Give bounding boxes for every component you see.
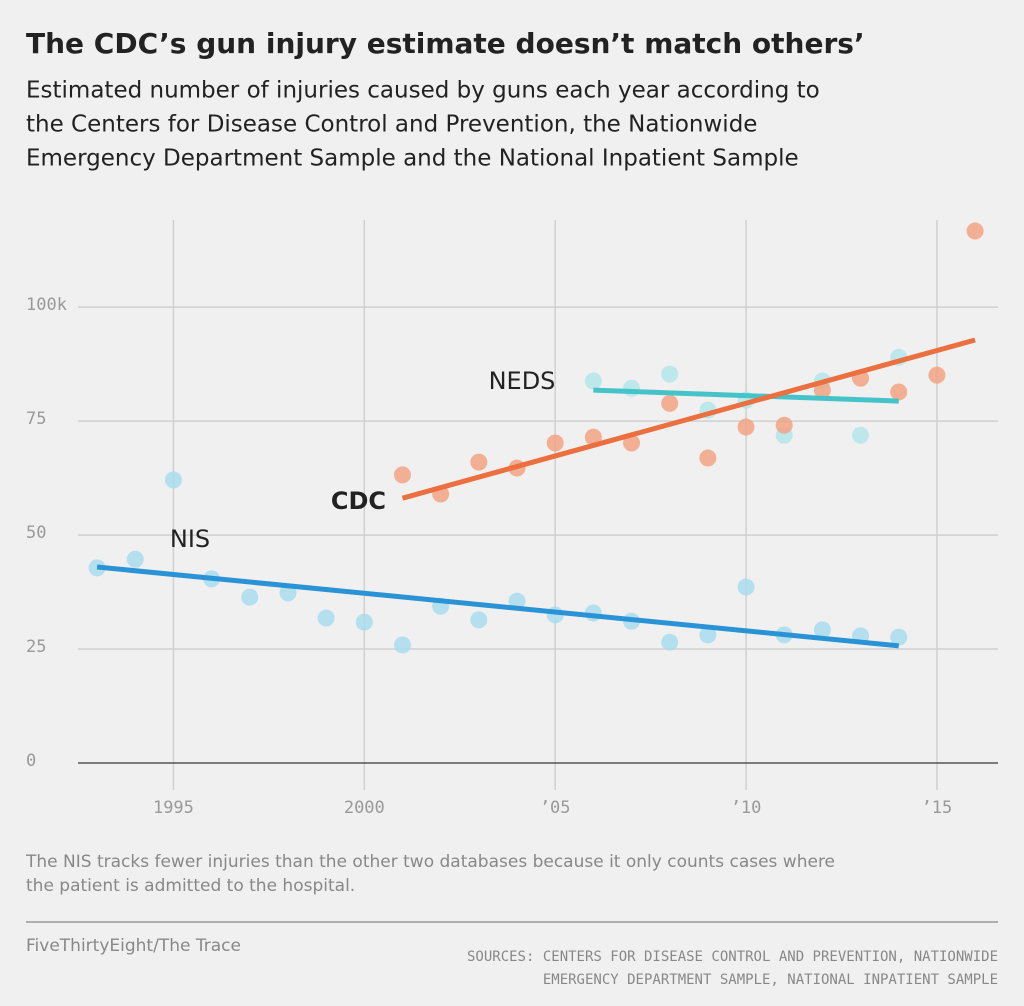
note: The NIS tracks fewer injuries than the o… <box>25 852 835 872</box>
data-point <box>661 394 679 412</box>
data-point <box>623 379 641 397</box>
data-point <box>890 628 908 646</box>
x-tick-label: 2000 <box>344 798 385 818</box>
data-point <box>623 434 641 452</box>
data-point <box>470 453 488 471</box>
data-point <box>852 426 870 444</box>
data-point <box>737 578 755 596</box>
note: the patient is admitted to the hospital. <box>26 876 355 896</box>
data-point <box>737 418 755 436</box>
data-point <box>546 434 564 452</box>
data-point <box>470 611 488 629</box>
series-label: NIS <box>170 525 210 553</box>
sources: SOURCES: CENTERS FOR DISEASE CONTROL AND… <box>467 949 998 965</box>
data-point <box>584 428 602 446</box>
series-label: NEDS <box>489 367 556 395</box>
data-point <box>890 383 908 401</box>
data-point <box>775 416 793 434</box>
chart-title: The CDC’s gun injury estimate doesn’t ma… <box>26 27 865 60</box>
data-point <box>813 621 831 639</box>
series-label: CDC <box>331 487 386 515</box>
subtitle: Estimated number of injuries caused by g… <box>26 78 820 104</box>
credit: FiveThirtyEight/The Trace <box>26 936 241 956</box>
data-point <box>699 449 717 467</box>
data-point <box>928 366 946 384</box>
data-point <box>126 550 144 568</box>
y-tick-label: 25 <box>26 637 46 657</box>
x-tick-label: 1995 <box>153 798 194 818</box>
subtitle: Emergency Department Sample and the Nati… <box>26 146 799 172</box>
data-point <box>584 372 602 390</box>
data-point <box>279 584 297 602</box>
y-tick-label: 100k <box>26 295 67 315</box>
data-point <box>241 588 259 606</box>
data-point <box>393 636 411 654</box>
data-point <box>699 626 717 644</box>
sources: EMERGENCY DEPARTMENT SAMPLE, NATIONAL IN… <box>543 972 998 988</box>
y-tick-label: 75 <box>26 409 46 429</box>
data-point <box>317 609 335 627</box>
y-tick-label: 0 <box>26 751 36 771</box>
trend-line <box>401 337 976 501</box>
data-point <box>661 633 679 651</box>
data-point <box>661 365 679 383</box>
trend-line <box>96 564 899 649</box>
x-tick-label: ’10 <box>731 798 762 818</box>
data-point <box>164 471 182 489</box>
data-point <box>355 613 373 631</box>
data-point <box>393 466 411 484</box>
y-tick-label: 50 <box>26 523 46 543</box>
subtitle: the Centers for Disease Control and Prev… <box>26 112 757 138</box>
x-tick-label: ’15 <box>922 798 953 818</box>
plot: 1995 2000 ’05 ’10 ’15 0 25 50 75 100k NIS NEDS CDC <box>26 220 998 818</box>
trend-line <box>593 387 899 404</box>
x-tick-label: ’05 <box>540 798 571 818</box>
data-point <box>966 222 984 240</box>
